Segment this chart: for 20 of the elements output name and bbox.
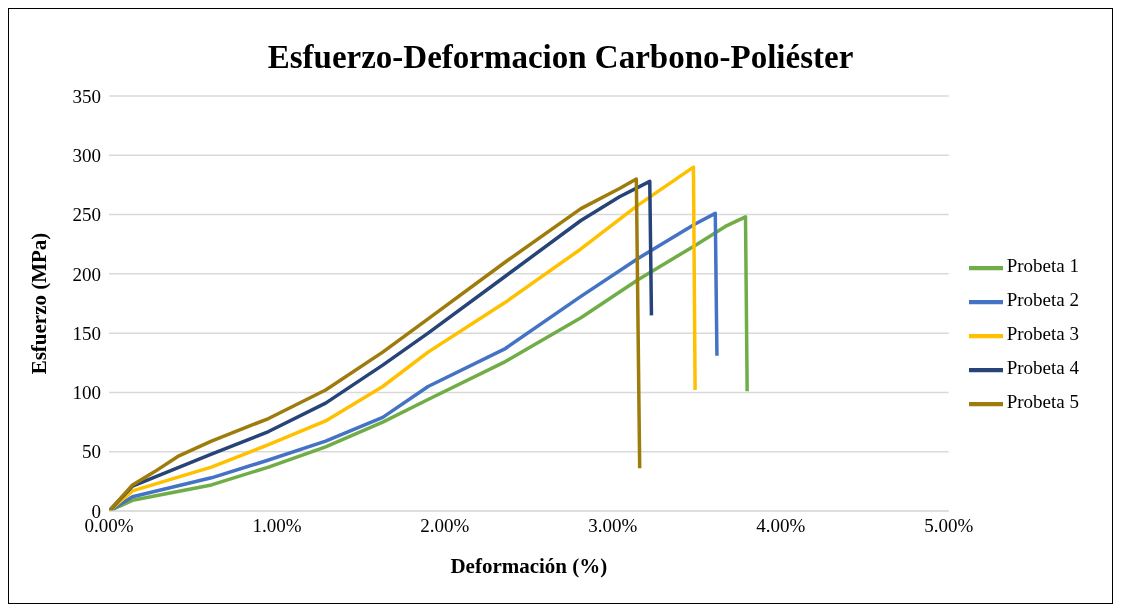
y-tick-label: 350 (72, 85, 101, 107)
y-tick-label: 250 (72, 204, 101, 226)
legend-label: Probeta 4 (1006, 357, 1079, 379)
legend-label: Probeta 5 (1006, 391, 1079, 413)
x-tick-label: 3.00% (588, 515, 638, 537)
x-tick-label: 1.00% (252, 515, 302, 537)
x-axis-title: Deformación (%) (450, 554, 608, 578)
x-tick-label: 4.00% (756, 515, 806, 537)
x-tick-label: 2.00% (420, 515, 470, 537)
y-tick-label: 300 (72, 145, 101, 167)
legend-label: Probeta 2 (1006, 289, 1079, 311)
chart-title: Esfuerzo-Deformacion Carbono-Poliéster (266, 38, 855, 75)
y-tick-label: 50 (82, 441, 101, 463)
y-tick-label: 200 (72, 263, 101, 285)
x-tick-label: 5.00% (924, 515, 974, 537)
y-tick-label: 150 (72, 322, 101, 344)
legend-label: Probeta 1 (1006, 255, 1079, 277)
y-axis-title: Esfuerzo (MPa) (27, 232, 52, 375)
legend-label: Probeta 3 (1006, 323, 1079, 345)
y-tick-label: 100 (72, 382, 101, 404)
